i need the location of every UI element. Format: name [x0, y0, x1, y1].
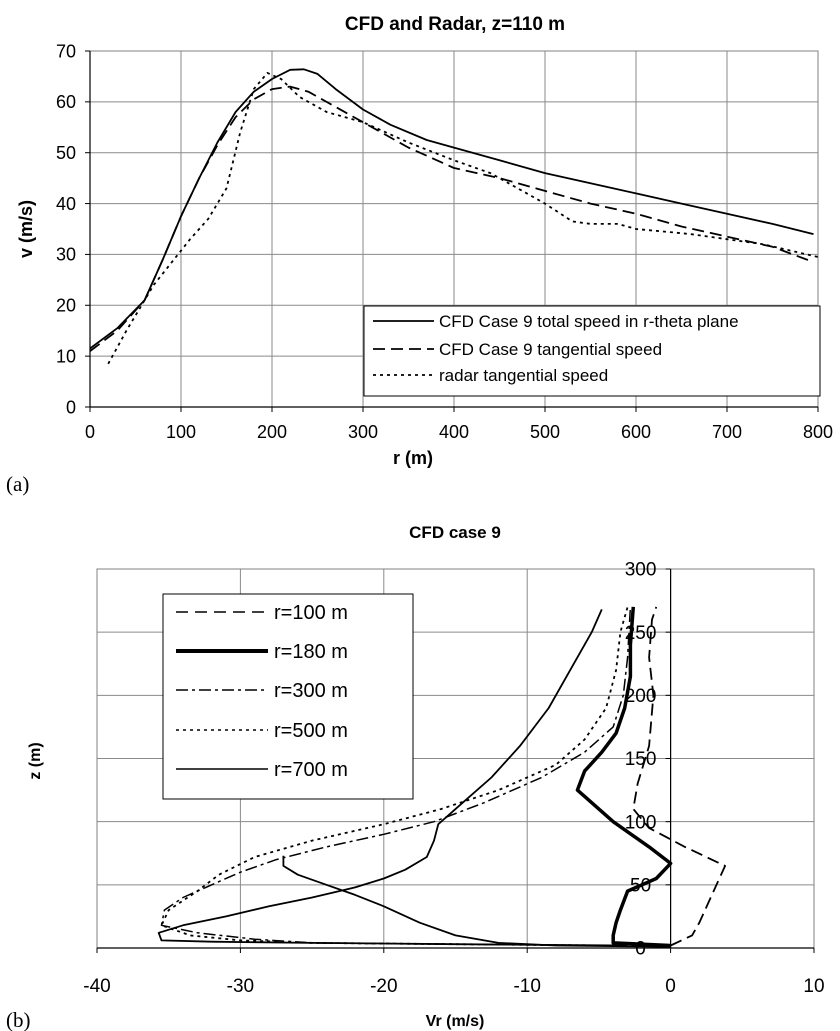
chart-b-y-axis-label: z (m) [27, 742, 44, 779]
chart-a-x-tick-label-2: 200 [257, 422, 287, 442]
chart-a-tick-labels: 0 100 200 300 400 500 600 700 800 0 10 20 30 40 50 60 70 [56, 41, 833, 442]
chart-a-x-axis-label: r (m) [393, 448, 433, 468]
chart-b-y-tick-label-0: 0 [635, 939, 646, 960]
chart-b-series-line-4 [157, 609, 628, 947]
chart-a-y-tick-label-5: 50 [56, 143, 76, 163]
chart-a: CFD and Radar, z=110 m 0 100 200 300 400 500 6… [6, 14, 833, 496]
chart-b-x-axis-label: Vr (m/s) [426, 1013, 485, 1030]
chart-a-y-tick-label-0: 0 [66, 397, 76, 417]
chart-a-legend-label-2: radar tangential speed [439, 366, 608, 385]
chart-b-y-tick-label-2: 100 [625, 812, 657, 833]
chart-b-series-line-1 [575, 606, 673, 948]
chart-b-legend-label-2: r=300 m [274, 680, 348, 702]
chart-b-y-tick-label-4: 200 [625, 686, 657, 707]
chart-b-x-tick-label-0: -40 [83, 976, 110, 997]
chart-b-legend-box [162, 593, 414, 800]
chart-b-x-tick-label-2: -20 [370, 976, 397, 997]
chart-b-legend: r=100 m r=180 m r=300 m r=500 m r=700 m [162, 593, 414, 800]
chart-b-x-tick-label-3: -10 [513, 976, 540, 997]
chart-b-series-line-0 [632, 606, 726, 947]
chart-b-legend-label-1: r=180 m [274, 641, 348, 663]
chart-b-y-tick-label-1: 50 [630, 875, 651, 896]
chart-a-panel-label: (a) [6, 472, 29, 496]
chart-a-legend-label-1: CFD Case 9 tangential speed [439, 340, 662, 359]
chart-a-y-tick-label-6: 60 [56, 92, 76, 112]
chart-b-x-tick-label-4: 0 [665, 976, 676, 997]
chart-a-y-tick-label-7: 70 [56, 41, 76, 61]
chart-a-legend-label-0: CFD Case 9 total speed in r-theta plane [439, 312, 739, 331]
chart-b-axes [96, 568, 815, 953]
chart-a-x-tick-label-7: 700 [712, 422, 742, 442]
chart-a-title: CFD and Radar, z=110 m [345, 14, 565, 35]
chart-a-y-axis-label: v (m/s) [16, 200, 36, 258]
chart-b-series-line-2 [160, 606, 632, 947]
chart-b-x-tick-label-1: -30 [227, 976, 254, 997]
chart-b-x-tick-label-5: 10 [803, 976, 824, 997]
chart-a-x-tick-label-4: 400 [439, 422, 469, 442]
chart-a-x-tick-label-5: 500 [530, 422, 560, 442]
chart-b-legend-label-0: r=100 m [274, 602, 348, 624]
chart-a-legend: CFD Case 9 total speed in r-theta plane … [363, 305, 821, 397]
chart-a-y-tick-label-1: 10 [56, 346, 76, 366]
chart-a-y-tick-label-2: 20 [56, 296, 76, 316]
chart-a-series-group [89, 68, 819, 365]
chart-b-title: CFD case 9 [409, 523, 501, 542]
chart-a-y-tick-label-4: 40 [56, 194, 76, 214]
chart-b-legend-label-4: r=700 m [274, 759, 348, 781]
chart-a-x-tick-label-0: 0 [85, 422, 95, 442]
chart-a-y-tick-label-3: 30 [56, 245, 76, 265]
chart-a-series-line-1 [89, 85, 814, 352]
chart-b-y-tick-label-5: 250 [625, 623, 657, 644]
chart-a-x-tick-label-1: 100 [166, 422, 196, 442]
chart-b-series-line-5 [282, 855, 671, 948]
chart-a-x-tick-label-3: 300 [348, 422, 378, 442]
chart-b-series-group [157, 606, 726, 948]
chart-b-panel-label: (b) [6, 1008, 31, 1031]
chart-a-x-tick-label-8: 800 [803, 422, 833, 442]
chart-a-x-tick-label-6: 600 [621, 422, 651, 442]
chart-b-y-tick-label-3: 150 [625, 749, 657, 770]
chart-a-legend-box [363, 305, 821, 397]
chart-b-y-tick-label-6: 300 [625, 560, 657, 581]
chart-b-legend-label-3: r=500 m [274, 720, 348, 742]
chart-b: CFD case 9 -40 -30 -20 -10 0 1005010015020025… [6, 523, 825, 1031]
